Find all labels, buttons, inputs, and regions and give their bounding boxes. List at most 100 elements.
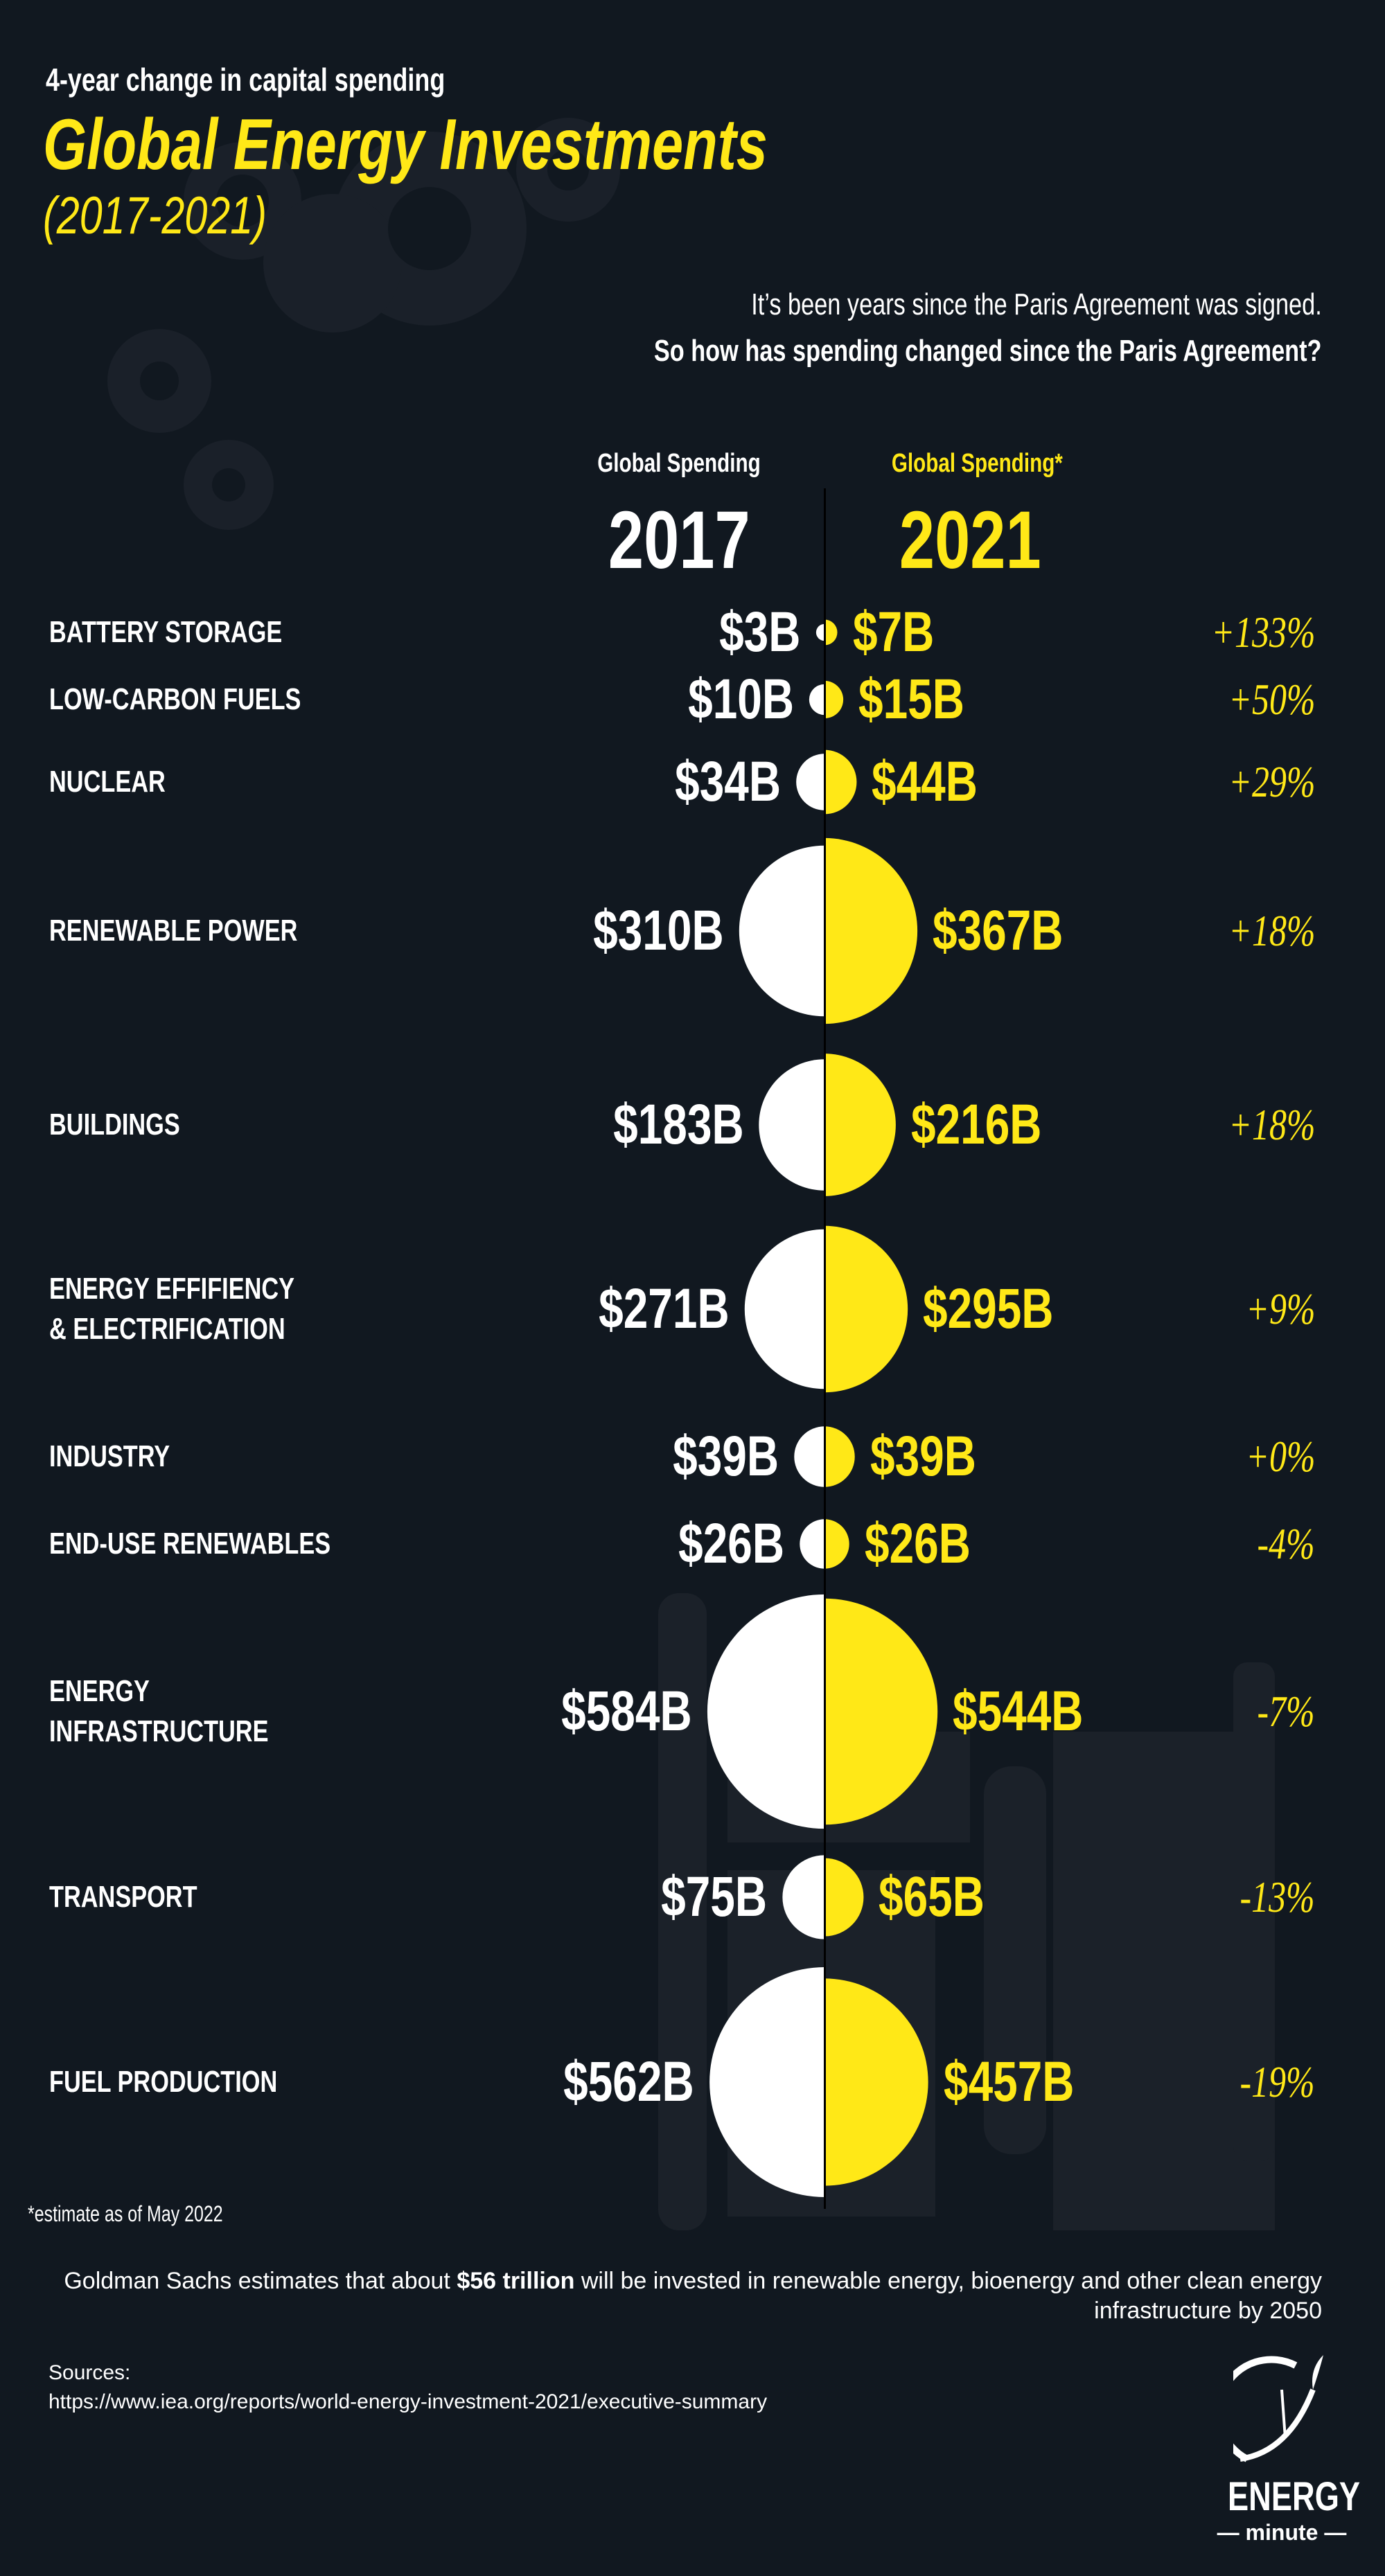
value-2017-label: $26B	[649, 1511, 784, 1576]
half-circle-2017	[707, 1594, 824, 1829]
half-circle-pair	[744, 1225, 908, 1393]
value-2017-label-text: $584B	[561, 1680, 692, 1743]
value-2017-label: $562B	[527, 2050, 694, 2115]
half-circle-2017	[815, 623, 824, 641]
change-label-text: +29%	[1228, 757, 1315, 806]
category-label: ENERGY EFFIFIENCY & ELECTRIFICATION	[49, 1269, 364, 1349]
value-2021-label: $65B	[879, 1865, 1014, 1930]
value-2021-label: $44B	[872, 749, 1007, 815]
gauge-leaf-icon	[1215, 2355, 1323, 2462]
half-circle-pair	[800, 1519, 849, 1569]
value-2017-label-text: $39B	[673, 1425, 779, 1488]
intro-line-1: It’s been years since the Paris Agreemen…	[751, 287, 1322, 321]
logo-word: ENERGY	[1228, 2474, 1361, 2519]
change-label: +18%	[1204, 1099, 1315, 1151]
half-circle-2021	[824, 1598, 938, 1825]
half-circle-2017	[759, 1059, 824, 1191]
category-label-text: INDUSTRY	[49, 1439, 170, 1473]
value-2017-label-text: $271B	[599, 1277, 730, 1340]
half-circle-pair	[782, 1855, 864, 1939]
column-header-2021: Global Spending*	[891, 449, 1063, 478]
change-label-text: -13%	[1240, 1872, 1315, 1921]
half-circle-2021	[824, 1426, 855, 1487]
category-label-text: FUEL PRODUCTION	[49, 2065, 278, 2099]
chart-year-range: (2017-2021)	[43, 186, 267, 245]
value-2017-label: $34B	[645, 749, 781, 815]
value-2017-label-text: $183B	[612, 1093, 744, 1156]
sources-link[interactable]: https://www.iea.org/reports/world-energy…	[48, 2390, 768, 2413]
value-2017-label-text: $26B	[678, 1512, 785, 1575]
half-circle-2017	[800, 1519, 824, 1569]
value-2021-label: $457B	[944, 2050, 1111, 2115]
half-circle-2021	[824, 680, 844, 719]
energy-minute-logo: ENERGY — minute —	[1212, 2348, 1361, 2556]
footnote: *estimate as of May 2022	[28, 2201, 223, 2226]
chart-subtitle: 4-year change in capital spending	[46, 62, 446, 98]
goldman-amount: $56 trillion	[457, 2268, 575, 2294]
change-label-text: +50%	[1228, 675, 1315, 724]
category-label-text: BATTERY STORAGE	[49, 615, 283, 649]
intro-line-2: So how has spending changed since the Pa…	[654, 334, 1322, 368]
value-2021-label-text: $7B	[852, 601, 934, 664]
half-circle-2017	[809, 684, 824, 716]
change-label: -4%	[1241, 1518, 1315, 1570]
category-label-text: ENERGY EFFIFIENCY & ELECTRIFICATION	[49, 1272, 295, 1346]
value-2021-label: $216B	[911, 1092, 1079, 1157]
column-header-2017: Global Spending	[597, 449, 761, 478]
value-2017-label-text: $10B	[687, 668, 794, 731]
value-2017-label: $39B	[643, 1424, 779, 1489]
half-circle-2017	[739, 845, 824, 1017]
value-2017-label: $584B	[524, 1679, 692, 1744]
value-2017-label: $3B	[696, 600, 801, 665]
category-label: INDUSTRY	[49, 1437, 204, 1477]
value-2021-label-text: $295B	[923, 1277, 1054, 1340]
half-circle-2021	[824, 1225, 908, 1393]
half-circle-2021	[824, 749, 857, 815]
half-circle-2021	[824, 1978, 928, 2186]
half-circle-2021	[824, 1519, 849, 1569]
value-2021-label-text: $65B	[879, 1865, 985, 1928]
value-2017-label: $10B	[658, 667, 794, 732]
change-label: +18%	[1204, 905, 1315, 957]
value-2021-label: $15B	[858, 667, 994, 732]
change-label: -13%	[1219, 1872, 1315, 1923]
half-circle-pair	[809, 680, 844, 719]
change-label: +50%	[1204, 674, 1315, 725]
category-label-text: END-USE RENEWABLES	[49, 1527, 331, 1561]
half-circle-pair	[709, 1967, 928, 2197]
half-circle-2017	[709, 1967, 824, 2197]
category-label-text: BUILDINGS	[49, 1108, 180, 1142]
value-2017-label: $310B	[556, 898, 724, 963]
chart-title: Global Energy Investments	[43, 105, 768, 185]
category-label-text: NUCLEAR	[49, 765, 166, 799]
value-2021-label-text: $39B	[870, 1425, 976, 1488]
change-label-text: -7%	[1257, 1687, 1315, 1736]
value-2021-label: $39B	[870, 1424, 1006, 1489]
half-circle-2017	[796, 754, 824, 810]
half-circle-pair	[739, 837, 918, 1024]
category-label: LOW-CARBON FUELS	[49, 679, 372, 720]
half-circle-2021	[824, 1858, 864, 1937]
value-2021-label-text: $44B	[872, 750, 978, 813]
category-label: BUILDINGS	[49, 1105, 217, 1145]
half-circle-pair	[796, 749, 857, 815]
value-2021-label: $26B	[865, 1511, 1000, 1576]
value-2021-label-text: $26B	[864, 1512, 971, 1575]
category-label: FUEL PRODUCTION	[49, 2062, 342, 2102]
goldman-pre: Goldman Sachs estimates that about	[64, 2268, 457, 2294]
change-label-text: +9%	[1245, 1284, 1315, 1333]
category-label: BATTERY STORAGE	[49, 612, 348, 652]
value-2017-label-text: $562B	[563, 2050, 695, 2113]
half-circle-2021	[824, 837, 918, 1024]
goldman-note: Goldman Sachs estimates that about $56 t…	[0, 2266, 1322, 2326]
category-label: TRANSPORT	[49, 1877, 239, 1917]
goldman-post: will be invested in renewable energy, bi…	[574, 2268, 1322, 2324]
change-label-text: -4%	[1257, 1519, 1315, 1568]
value-2021-label: $544B	[953, 1679, 1120, 1744]
value-2021-label-text: $544B	[953, 1680, 1084, 1743]
half-circle-pair	[815, 619, 838, 646]
value-2017-label-text: $3B	[719, 601, 801, 664]
category-label-text: TRANSPORT	[49, 1880, 197, 1914]
change-label-text: +133%	[1210, 607, 1315, 657]
value-2017-label-text: $310B	[593, 899, 724, 962]
